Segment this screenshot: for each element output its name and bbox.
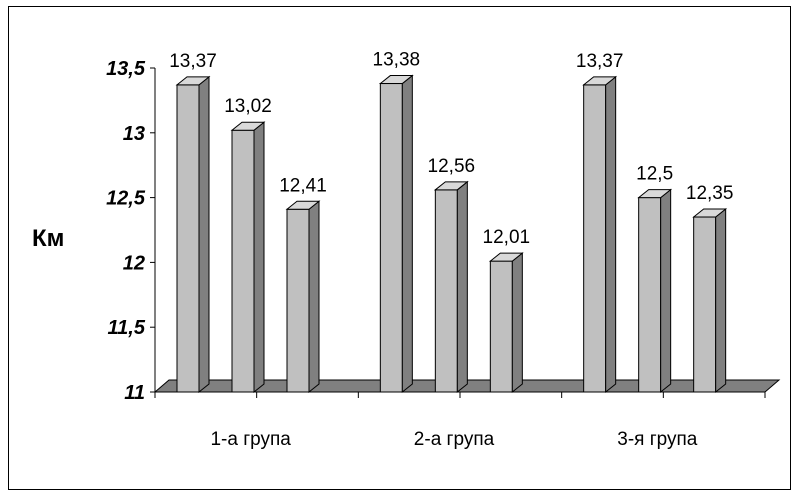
bar-top xyxy=(582,76,618,86)
bar-side xyxy=(511,252,523,394)
category-label: 3-я група xyxy=(617,429,698,450)
bar xyxy=(693,216,717,393)
bar-top xyxy=(175,76,211,86)
data-label: 13,37 xyxy=(576,51,624,72)
category-label: 1-а група xyxy=(210,429,291,450)
y-tick-label: 13 xyxy=(123,123,145,145)
data-label: 13,02 xyxy=(224,96,272,117)
bar xyxy=(434,189,458,393)
bar-top xyxy=(433,181,469,191)
y-tick-label: 13,5 xyxy=(106,58,146,80)
data-label: 12,35 xyxy=(686,183,734,204)
bar-side xyxy=(253,121,265,394)
data-label: 13,37 xyxy=(169,51,217,72)
bar-side xyxy=(456,180,468,394)
y-tick-label: 12,5 xyxy=(106,188,146,210)
y-tick-label: 12 xyxy=(123,252,145,274)
bar-top xyxy=(488,252,524,262)
bar-side xyxy=(308,200,320,394)
bar-top xyxy=(230,121,266,131)
data-label: 13,38 xyxy=(373,50,421,71)
bar xyxy=(231,129,255,393)
bar-top xyxy=(378,75,414,85)
bar xyxy=(176,84,200,393)
bar xyxy=(489,260,513,393)
bar xyxy=(583,84,607,393)
bar-side xyxy=(605,75,617,394)
bar-top xyxy=(692,208,728,218)
bar-top xyxy=(285,200,321,210)
y-tick-label: 11 xyxy=(124,382,145,404)
y-tick-label: 11,5 xyxy=(108,317,146,339)
data-label: 12,01 xyxy=(483,227,531,248)
data-label: 12,56 xyxy=(428,156,476,177)
bar xyxy=(286,208,310,393)
bar-side xyxy=(198,75,210,394)
bar-side xyxy=(660,188,672,394)
bar-side xyxy=(715,207,727,394)
bar-top xyxy=(637,189,673,199)
bar-side xyxy=(401,74,413,394)
y-axis-label: Км xyxy=(32,225,64,252)
data-label: 12,5 xyxy=(636,164,673,185)
data-label: 12,41 xyxy=(279,175,327,196)
bar xyxy=(379,83,403,393)
bar xyxy=(638,197,662,393)
category-label: 2-а група xyxy=(414,429,495,450)
